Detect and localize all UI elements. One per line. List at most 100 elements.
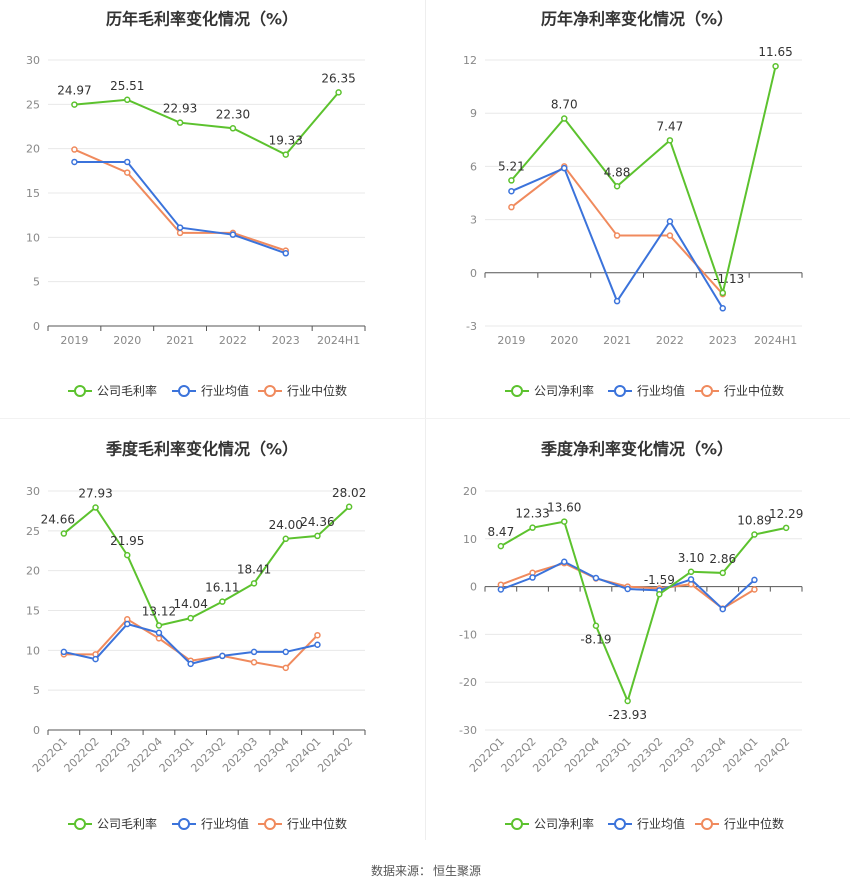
legend-item[interactable]: 公司毛利率 — [68, 383, 157, 398]
data-point — [666, 218, 674, 225]
chart-title: 季度净利率变化情况（%） — [540, 440, 733, 459]
data-point — [314, 631, 321, 639]
legend-marker-icon — [74, 818, 86, 830]
legend-label: 行业均值 — [637, 816, 685, 831]
data-label: 28.02 — [332, 486, 366, 500]
legend-label: 公司净利率 — [534, 383, 594, 398]
data-point — [187, 614, 194, 622]
legend-label: 行业中位数 — [724, 816, 784, 831]
y-tick-label: 10 — [463, 533, 477, 546]
legend-item[interactable]: 公司净利率 — [505, 816, 594, 831]
legend-item[interactable]: 行业均值 — [608, 816, 685, 831]
x-tick-label: 2024Q2 — [752, 735, 792, 775]
legend-item[interactable]: 行业均值 — [608, 383, 685, 398]
data-point — [529, 574, 536, 581]
data-point — [124, 96, 131, 104]
data-label: 19.33 — [269, 134, 303, 148]
data-label: 12.33 — [515, 507, 549, 521]
data-point — [561, 558, 568, 565]
data-label: 4.88 — [604, 165, 631, 179]
y-tick-label: -3 — [466, 320, 477, 333]
x-tick-label: 2022 — [656, 334, 684, 347]
data-point — [508, 203, 515, 211]
x-tick-label: 2021 — [603, 334, 631, 347]
data-label: -8.19 — [580, 633, 611, 647]
data-point — [687, 576, 695, 583]
data-point — [624, 697, 631, 705]
y-tick-label: 20 — [26, 565, 40, 578]
x-tick-label: 2019 — [497, 334, 525, 347]
data-point — [666, 232, 674, 239]
legend-item[interactable]: 公司净利率 — [505, 383, 594, 398]
y-tick-label: 6 — [470, 160, 477, 173]
data-label: 24.97 — [57, 84, 91, 98]
data-point — [345, 503, 353, 511]
legend-item[interactable]: 行业中位数 — [695, 383, 784, 398]
series-line — [63, 506, 350, 627]
x-tick-label: 2024Q2 — [315, 735, 355, 775]
data-point — [60, 648, 68, 656]
y-tick-label: 3 — [470, 214, 477, 227]
x-tick-label: 2023 — [709, 334, 737, 347]
x-tick-label: 2020 — [113, 334, 141, 347]
data-point — [782, 524, 790, 532]
data-point — [176, 224, 184, 231]
data-label: 7.47 — [657, 119, 684, 133]
legend-item[interactable]: 行业中位数 — [695, 816, 784, 831]
y-tick-label: 0 — [33, 724, 40, 737]
data-point — [124, 158, 131, 166]
data-label: 22.30 — [216, 107, 250, 121]
chart-title: 历年毛利率变化情况（%） — [106, 10, 298, 29]
x-tick-label: 2024H1 — [754, 334, 797, 347]
data-label: 26.35 — [321, 71, 355, 85]
legend-item[interactable]: 行业中位数 — [258, 383, 347, 398]
legend-label: 行业均值 — [201, 383, 249, 398]
y-tick-label: 10 — [26, 231, 40, 244]
legend-item[interactable]: 行业均值 — [172, 383, 249, 398]
y-tick-label: -30 — [459, 724, 477, 737]
chart-panel-4: 季度净利率变化情况（%）-30-20-10010202022Q12022Q220… — [459, 440, 803, 832]
data-point — [176, 119, 184, 126]
data-source-label: 数据来源： — [370, 864, 431, 878]
data-label: 2.86 — [709, 552, 736, 566]
data-point — [497, 542, 505, 550]
data-point — [92, 655, 99, 663]
data-point — [592, 622, 600, 629]
chart-title: 历年净利率变化情况（%） — [541, 10, 733, 29]
data-point — [71, 101, 78, 108]
data-point — [229, 231, 237, 238]
data-point — [508, 187, 515, 195]
y-tick-label: 5 — [33, 276, 40, 289]
x-tick-label: 2021 — [166, 334, 194, 347]
legend-label: 公司净利率 — [534, 816, 594, 831]
legend-item[interactable]: 公司毛利率 — [68, 816, 157, 831]
y-tick-label: 25 — [26, 525, 40, 538]
data-label: 13.12 — [142, 604, 176, 618]
panel-divider-vertical — [425, 0, 426, 840]
data-label: 24.66 — [41, 513, 75, 527]
data-point — [508, 177, 515, 184]
legend-marker-icon — [178, 818, 190, 830]
data-label: -1.13 — [713, 272, 744, 286]
data-point — [155, 629, 163, 637]
y-tick-label: 30 — [26, 485, 40, 498]
legend-label: 行业中位数 — [724, 383, 784, 398]
y-tick-label: 0 — [470, 581, 477, 594]
data-point — [250, 580, 258, 587]
data-point — [282, 664, 289, 672]
chart-panel-1: 历年毛利率变化情况（%） 0 5 10 15 20 25 30 2019 2020 2021 2022… — [26, 10, 366, 398]
legend-item[interactable]: 行业中位数 — [258, 816, 347, 831]
data-point — [314, 532, 321, 540]
data-label: 14.04 — [173, 597, 207, 611]
data-label: 21.95 — [110, 534, 144, 548]
data-point — [155, 635, 163, 642]
series-line — [500, 520, 787, 704]
legend-label: 公司毛利率 — [97, 816, 157, 831]
data-point — [666, 137, 674, 144]
data-label: 18.41 — [237, 562, 271, 576]
data-label: 16.11 — [205, 581, 239, 595]
legend-item[interactable]: 行业均值 — [172, 816, 249, 831]
y-tick-label: 0 — [33, 320, 40, 333]
data-point — [772, 62, 779, 70]
chart-title: 季度毛利率变化情况（%） — [105, 440, 298, 459]
